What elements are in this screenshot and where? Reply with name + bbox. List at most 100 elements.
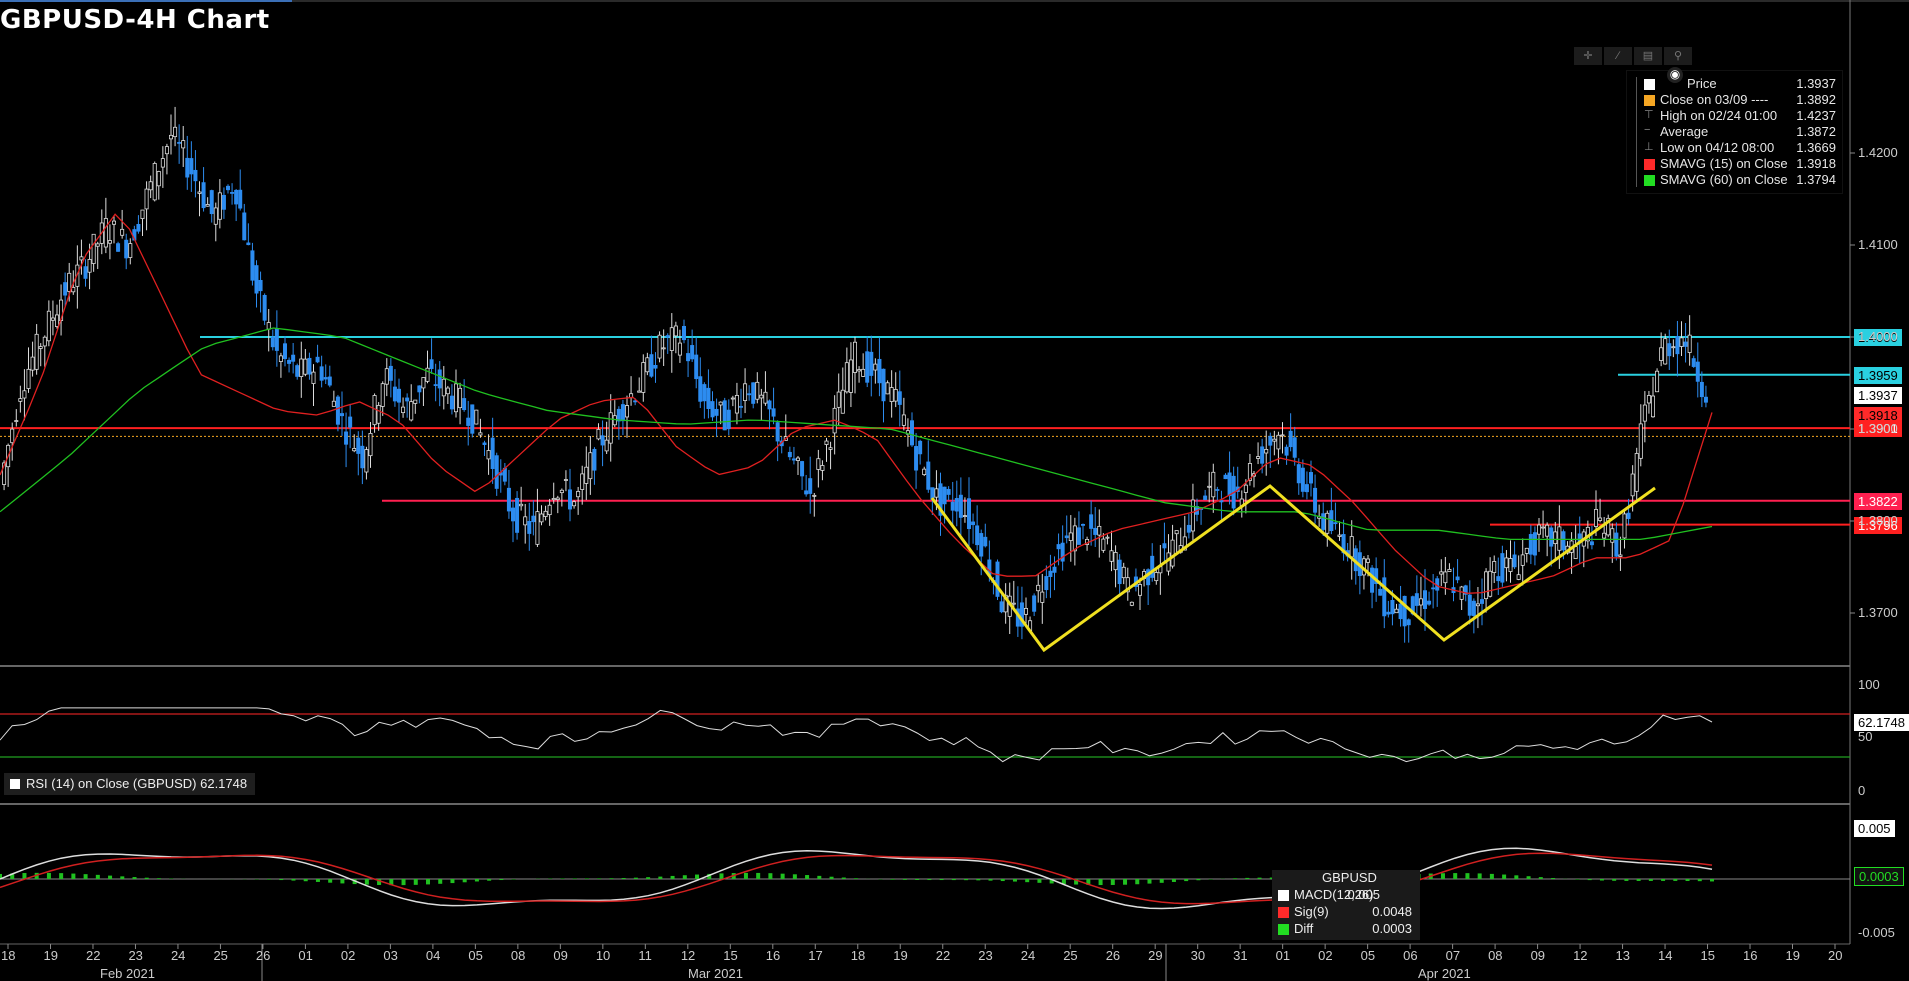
candle — [128, 243, 133, 258]
candle — [1068, 532, 1073, 541]
table-icon[interactable]: ▤ — [1634, 47, 1662, 65]
candle — [661, 347, 666, 350]
macd-histogram-bar — [976, 879, 981, 881]
candle — [1272, 438, 1277, 442]
rsi-tick-100: 100 — [1858, 677, 1880, 692]
candle — [1003, 594, 1008, 613]
candle — [812, 494, 817, 497]
candle — [1541, 526, 1546, 529]
candle — [999, 601, 1004, 613]
rsi-value-tag: 62.1748 — [1854, 714, 1909, 731]
legend-row-close: Close on 03/09 ---- 1.3892 — [1627, 92, 1842, 108]
candle — [299, 358, 304, 377]
candle — [213, 207, 218, 225]
macd-histogram-bar — [584, 878, 589, 879]
candle — [120, 228, 125, 236]
draw-line-icon[interactable]: ∕ — [1604, 47, 1632, 65]
candle — [409, 401, 414, 421]
candle — [1150, 555, 1155, 578]
macd-histogram-bar — [1233, 878, 1238, 879]
x-tick-label: 10 — [595, 948, 611, 963]
candle — [63, 282, 68, 296]
candle — [1309, 472, 1314, 484]
x-tick-label: 07 — [1445, 948, 1461, 963]
macd-histogram-bar — [1049, 879, 1054, 884]
macd-histogram-bar — [59, 873, 64, 879]
top-bar — [0, 0, 1909, 2]
candle — [763, 391, 768, 404]
candle — [1284, 446, 1289, 456]
candle — [1524, 547, 1529, 554]
candle — [352, 448, 357, 452]
candle — [413, 399, 418, 404]
macd-histogram-bar — [609, 878, 614, 879]
macd-histogram-bar — [1025, 879, 1030, 883]
legend-swatch — [1278, 907, 1289, 918]
candle — [1516, 574, 1521, 580]
candle — [1455, 576, 1460, 581]
legend-swatch — [1644, 79, 1655, 90]
macd-histogram-bar — [841, 877, 846, 879]
macd-histogram-bar — [854, 878, 858, 879]
candle — [983, 536, 988, 547]
macd-histogram-bar — [1697, 879, 1702, 882]
candle — [1378, 588, 1383, 596]
candle — [576, 491, 581, 498]
candle — [1557, 526, 1562, 551]
candle — [107, 240, 112, 244]
candle — [1349, 536, 1354, 558]
zoom-icon[interactable]: ⚲ — [1664, 47, 1692, 65]
macd-histogram-bar — [108, 875, 113, 879]
x-tick-label: 11 — [638, 948, 652, 963]
candle — [486, 450, 491, 460]
candle — [1500, 553, 1505, 583]
x-tick-label: 09 — [553, 948, 568, 963]
candle — [193, 169, 198, 182]
macd-histogram-bar — [1489, 873, 1494, 879]
macd-histogram-bar — [1710, 879, 1714, 882]
candle — [1333, 522, 1338, 525]
candle — [449, 395, 454, 410]
candle — [710, 401, 715, 418]
candle — [278, 355, 283, 362]
x-tick-label: 24 — [1020, 948, 1036, 963]
legend-row-sma15: SMAVG (15) on Close 1.3918 — [1627, 156, 1842, 172]
x-month-label: Apr 2021 — [1418, 966, 1471, 981]
candle — [568, 489, 573, 510]
candle — [470, 404, 475, 434]
candle — [734, 395, 739, 414]
macd-histogram-bar — [670, 875, 675, 879]
candle — [808, 478, 813, 494]
candle — [1598, 517, 1603, 521]
candle — [185, 157, 190, 178]
info-icon[interactable]: ◉ — [1667, 67, 1683, 83]
macd-line — [0, 847, 1713, 910]
macd-histogram-bar — [1061, 879, 1066, 885]
x-tick-label: 29 — [1148, 948, 1163, 963]
candle — [1089, 514, 1094, 529]
candle — [853, 341, 858, 373]
candle — [405, 397, 410, 402]
x-month-label: Mar 2021 — [688, 966, 743, 981]
candle — [380, 383, 385, 407]
candle — [258, 279, 263, 292]
candle — [34, 333, 39, 370]
candle — [747, 393, 752, 396]
rsi-line — [0, 707, 1713, 763]
macd-histogram-bar — [1012, 879, 1017, 882]
candle — [726, 409, 731, 430]
candle — [421, 377, 426, 389]
macd-histogram-bar — [340, 879, 345, 884]
crosshair-icon[interactable]: ✛ — [1574, 47, 1602, 65]
x-tick-label: 01 — [1275, 948, 1291, 963]
candle — [775, 422, 780, 442]
candle — [1260, 446, 1265, 464]
candle — [836, 391, 841, 408]
candle — [771, 408, 776, 417]
candle — [523, 516, 528, 526]
macd-histogram-bar — [1453, 873, 1458, 879]
candle — [164, 146, 169, 155]
candle — [608, 412, 613, 444]
macd-histogram-bar — [1685, 879, 1690, 881]
